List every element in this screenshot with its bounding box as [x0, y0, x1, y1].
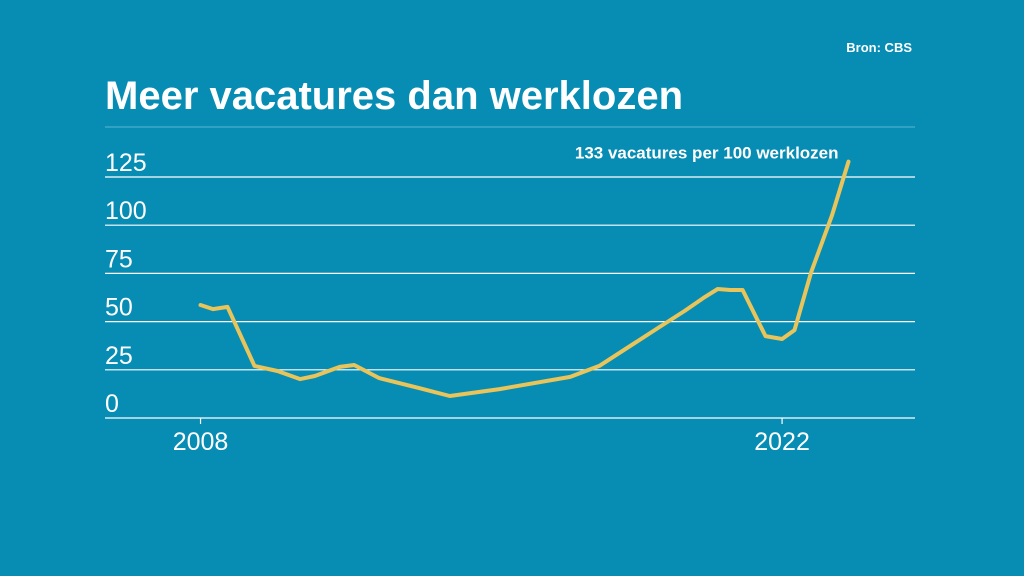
y-tick-label: 100 [105, 197, 147, 225]
y-tick-label: 50 [105, 294, 133, 322]
data-line [198, 159, 851, 398]
y-tick-label: 0 [105, 390, 119, 418]
x-tick-label: 2022 [754, 428, 810, 456]
source: Bron: CBS [846, 40, 912, 55]
x-tick-label: 2008 [173, 428, 229, 456]
y-tick-label: 25 [105, 342, 133, 370]
annotation: 133 vacatures per 100 werklozen [575, 144, 839, 163]
y-tick-label: 125 [105, 149, 147, 177]
y-tick-label: 75 [105, 245, 133, 273]
chart-title: Meer vacatures dan werklozen [105, 74, 683, 118]
